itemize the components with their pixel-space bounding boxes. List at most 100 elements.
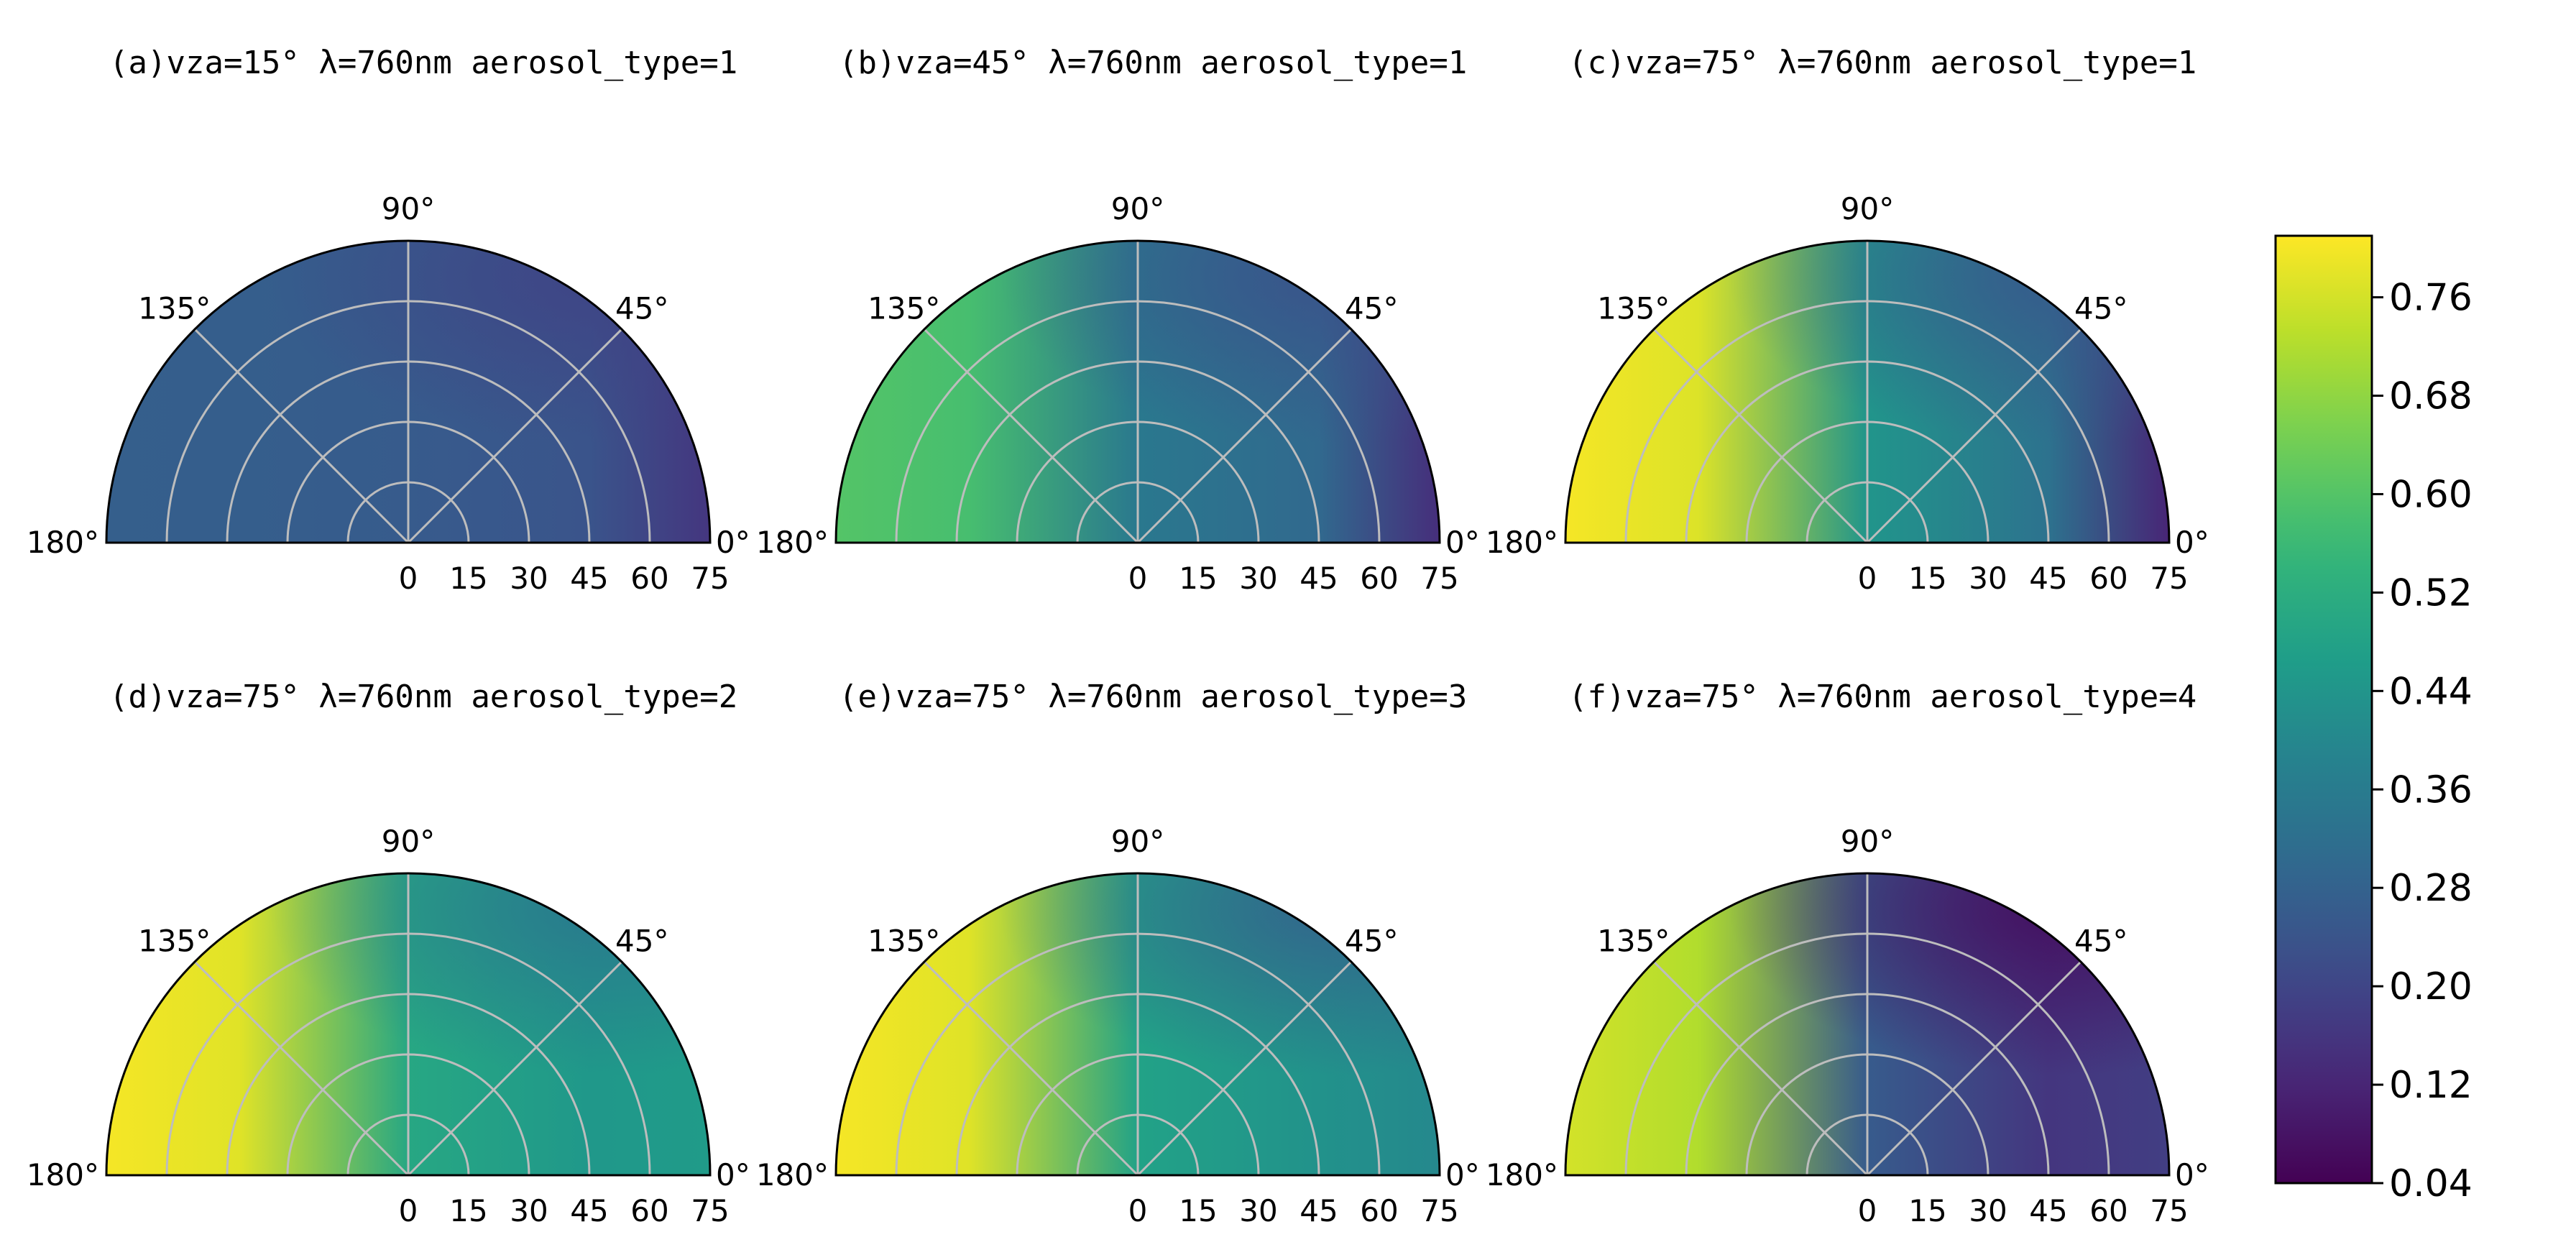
radial-tick-label: 60 xyxy=(630,1193,668,1228)
radial-tick-label: 75 xyxy=(691,1193,729,1228)
radial-tick-label: 15 xyxy=(1908,1193,1946,1228)
radial-tick-label: 0 xyxy=(1858,1193,1877,1228)
radial-tick-label: 45 xyxy=(1300,1193,1338,1228)
angle-tick-label: 45° xyxy=(2074,924,2128,959)
radial-tick-label: 45 xyxy=(2029,1193,2067,1228)
angle-tick-label: 90° xyxy=(1841,824,1894,859)
radial-tick-label: 0 xyxy=(1128,1193,1148,1228)
colorbar-tick-label: 0.12 xyxy=(2389,1064,2472,1107)
angular-gridline xyxy=(1866,328,2082,544)
angle-tick-label: 180° xyxy=(1486,525,1558,560)
panel-title: (d)vza=75° λ=760nm aerosol_type=2 xyxy=(109,679,737,715)
polar-frame xyxy=(834,872,1441,1177)
angle-tick-label: 135° xyxy=(1597,291,1670,326)
panel-title: (f)vza=75° λ=760nm aerosol_type=4 xyxy=(1568,679,2196,715)
angle-tick-label: 45° xyxy=(615,291,668,326)
angle-tick-label: 0° xyxy=(716,1157,750,1192)
angular-gridline xyxy=(193,328,410,544)
polar-frame xyxy=(105,239,712,544)
angular-gridline xyxy=(193,960,410,1177)
polar-frame xyxy=(105,872,712,1177)
radial-tick-label: 0 xyxy=(399,561,418,596)
polar-panels: (a)vza=15° λ=760nm aerosol_type=1 180° 135… xyxy=(27,45,2209,1228)
angular-gridline xyxy=(923,960,1139,1177)
polar-frame xyxy=(1564,239,2171,544)
radial-tick-label: 0 xyxy=(1858,561,1877,596)
radial-tick-label: 45 xyxy=(570,561,608,596)
angular-gridline xyxy=(1866,960,2082,1177)
angle-tick-label: 45° xyxy=(1345,924,1398,959)
polar-panel: (a)vza=15° λ=760nm aerosol_type=1 180° 135… xyxy=(27,45,750,596)
angle-tick-label: 90° xyxy=(1841,191,1894,226)
radial-tick-label: 75 xyxy=(691,561,729,596)
angle-tick-label: 135° xyxy=(868,924,940,959)
angle-tick-label: 0° xyxy=(1445,1157,1480,1192)
polar-panel: (d)vza=75° λ=760nm aerosol_type=2 180° 135… xyxy=(27,679,750,1228)
angular-gridline xyxy=(1136,328,1353,544)
colorbar-ticks: 0.76 0.68 0.60 0.52 0.44 0.36 0.28 0.20 0.12 0.04 xyxy=(2372,277,2472,1205)
polar-panel: (c)vza=75° λ=760nm aerosol_type=1 180° 135… xyxy=(1486,45,2209,596)
angular-gridline xyxy=(407,328,623,544)
angle-tick-label: 90° xyxy=(1111,824,1164,859)
radial-tick-label: 30 xyxy=(1239,561,1277,596)
panel-title: (c)vza=75° λ=760nm aerosol_type=1 xyxy=(1568,45,2196,81)
angle-tick-label: 45° xyxy=(615,924,668,959)
angular-gridline xyxy=(1652,328,1869,544)
angle-tick-label: 135° xyxy=(138,924,211,959)
panel-title: (a)vza=15° λ=760nm aerosol_type=1 xyxy=(109,45,737,81)
angle-tick-label: 90° xyxy=(382,191,435,226)
radial-tick-label: 30 xyxy=(510,561,548,596)
colorbar: 0.76 0.68 0.60 0.52 0.44 0.36 0.28 0.20 0.12 0.04 xyxy=(2274,234,2472,1205)
angular-gridline xyxy=(1652,960,1869,1177)
polar-frame xyxy=(834,239,1441,544)
colorbar-gradient xyxy=(2274,234,2373,1185)
angle-tick-label: 135° xyxy=(868,291,940,326)
radial-tick-label: 75 xyxy=(2150,561,2188,596)
radial-tick-label: 75 xyxy=(1420,561,1458,596)
radial-tick-label: 60 xyxy=(630,561,668,596)
radial-tick-label: 30 xyxy=(1969,1193,2007,1228)
angle-tick-label: 180° xyxy=(756,1157,829,1192)
radial-tick-label: 60 xyxy=(2089,561,2128,596)
colorbar-tick-label: 0.60 xyxy=(2389,473,2472,516)
angular-gridline xyxy=(923,328,1139,544)
radial-tick-label: 60 xyxy=(2089,1193,2128,1228)
radial-tick-label: 45 xyxy=(1300,561,1338,596)
colorbar-tick-label: 0.76 xyxy=(2389,277,2472,320)
radial-tick-label: 15 xyxy=(1179,561,1217,596)
polar-panel: (b)vza=45° λ=760nm aerosol_type=1 180° 135… xyxy=(756,45,1480,596)
colorbar-tick-label: 0.68 xyxy=(2389,375,2472,418)
angle-tick-label: 180° xyxy=(27,1157,99,1192)
colorbar-tick-label: 0.04 xyxy=(2389,1162,2472,1205)
polar-panel: (f)vza=75° λ=760nm aerosol_type=4 180° 135… xyxy=(1486,679,2209,1228)
angle-tick-label: 0° xyxy=(716,525,750,560)
angular-gridline xyxy=(407,960,623,1177)
angle-tick-label: 180° xyxy=(27,525,99,560)
radial-tick-label: 75 xyxy=(1420,1193,1458,1228)
colorbar-tick-label: 0.28 xyxy=(2389,867,2472,910)
angle-tick-label: 45° xyxy=(1345,291,1398,326)
angle-tick-label: 135° xyxy=(1597,924,1670,959)
angle-tick-label: 180° xyxy=(756,525,829,560)
radial-tick-label: 60 xyxy=(1360,1193,1398,1228)
radial-tick-label: 30 xyxy=(1239,1193,1277,1228)
angle-tick-label: 90° xyxy=(1111,191,1164,226)
angle-tick-label: 45° xyxy=(2074,291,2128,326)
radial-tick-label: 75 xyxy=(2150,1193,2188,1228)
colorbar-tick-label: 0.20 xyxy=(2389,965,2472,1008)
polar-panel: (e)vza=75° λ=760nm aerosol_type=3 180° 135… xyxy=(756,679,1480,1228)
radial-tick-label: 15 xyxy=(449,1193,487,1228)
polar-frame xyxy=(1564,872,2171,1177)
radial-tick-label: 0 xyxy=(399,1193,418,1228)
radial-tick-label: 15 xyxy=(1179,1193,1217,1228)
radial-tick-label: 0 xyxy=(1128,561,1148,596)
angle-tick-label: 0° xyxy=(2175,525,2209,560)
colorbar-tick-label: 0.36 xyxy=(2389,768,2472,812)
radial-tick-label: 45 xyxy=(570,1193,608,1228)
panel-title: (b)vza=45° λ=760nm aerosol_type=1 xyxy=(839,45,1467,81)
angular-gridline xyxy=(1136,960,1353,1177)
panel-title: (e)vza=75° λ=760nm aerosol_type=3 xyxy=(839,679,1467,715)
radial-tick-label: 30 xyxy=(510,1193,548,1228)
colorbar-tick-label: 0.44 xyxy=(2389,670,2472,713)
